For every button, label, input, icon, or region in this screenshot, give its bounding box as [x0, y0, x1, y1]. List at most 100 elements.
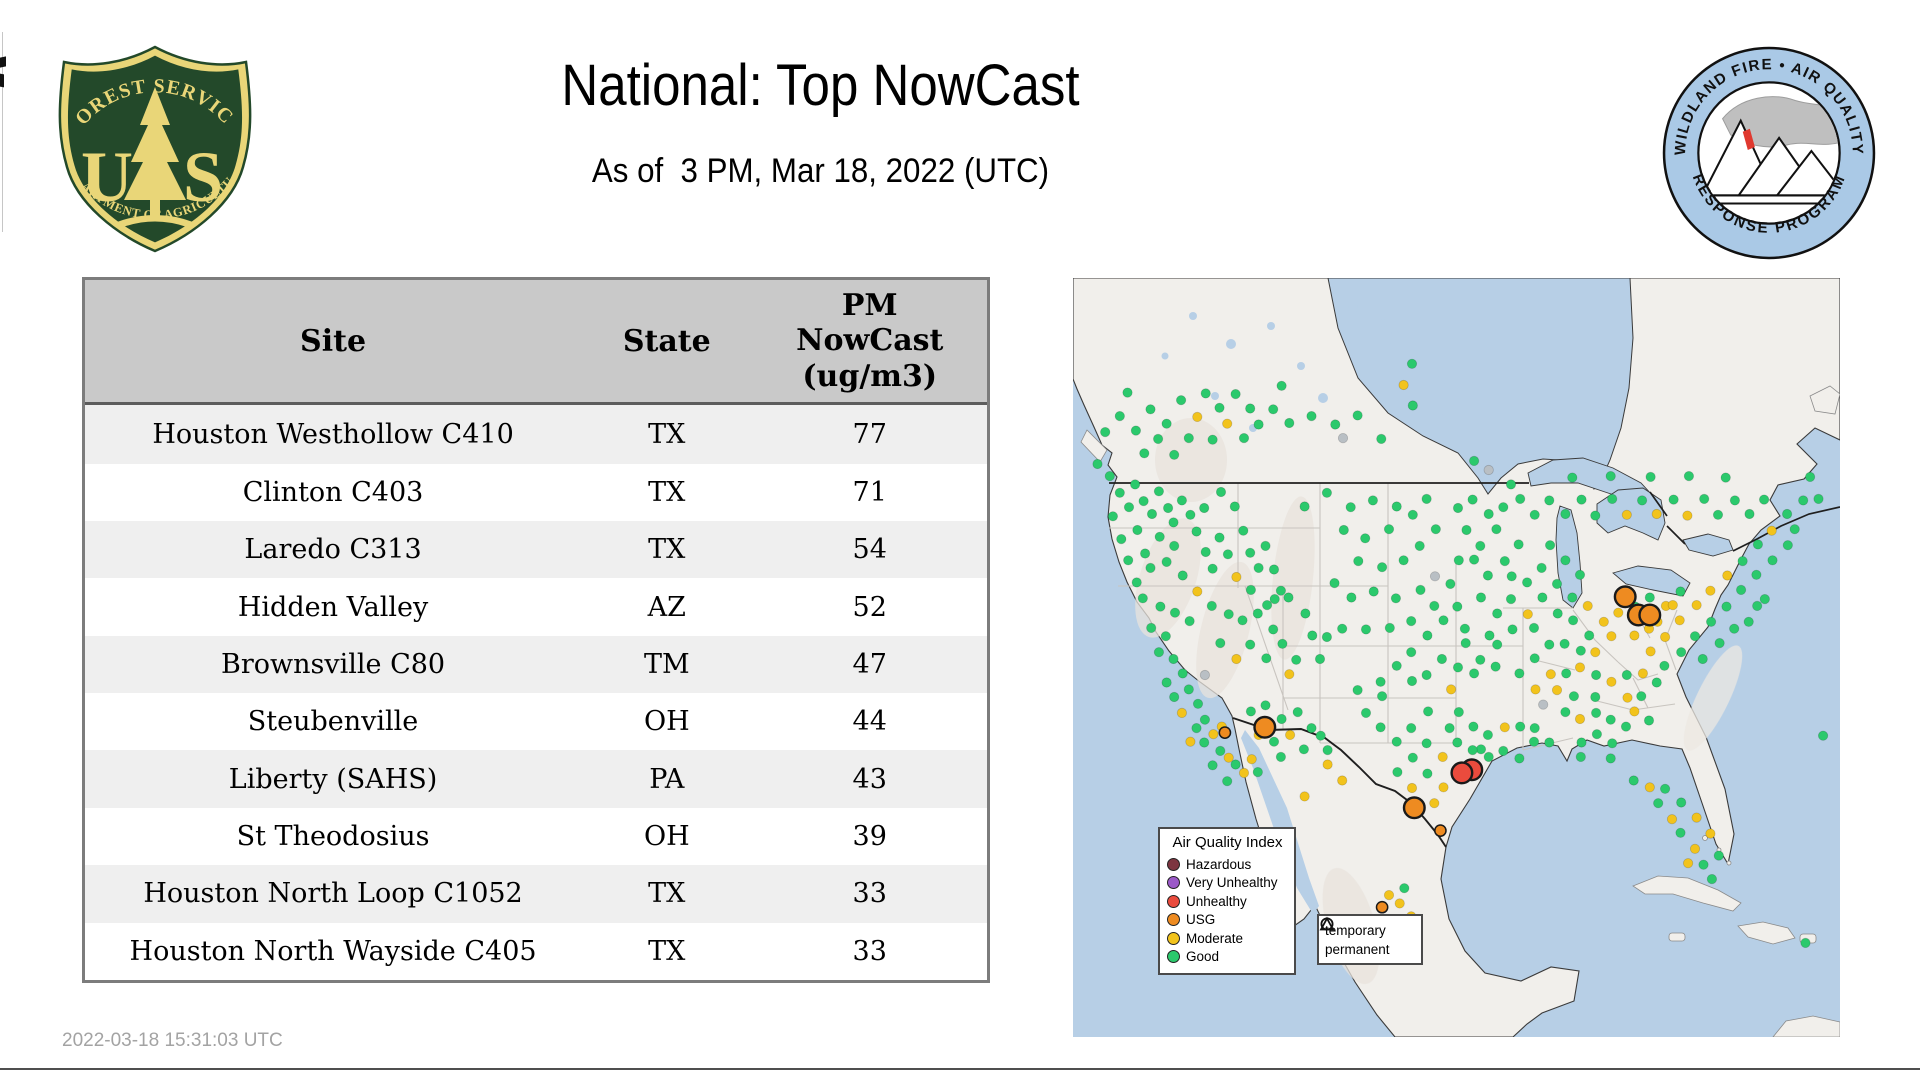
monitor-dot: [1352, 410, 1363, 421]
legend-item-label: USG: [1186, 912, 1216, 928]
monitor-dot: [1215, 745, 1226, 756]
bottom-window-border: [0, 1068, 1920, 1070]
monitor-dot: [1429, 571, 1441, 582]
monitor-dot: [1515, 493, 1526, 504]
monitor-dot: [1667, 599, 1678, 611]
legend-item-label: Good: [1186, 949, 1220, 965]
monitor-dot: [1222, 776, 1233, 787]
national-borders: [1109, 482, 1840, 848]
state-cell: TX: [581, 922, 753, 980]
legend-color-dot: [1167, 876, 1180, 890]
top-site-marker: [1253, 715, 1277, 739]
monitor-dot: [1621, 509, 1632, 520]
monitor-dot: [1607, 738, 1618, 749]
monitor-dot: [1675, 586, 1686, 597]
wfaqrp-logo: WILDLAND FIRE • AIR QUALITY RESPONSE PRO…: [1662, 46, 1876, 260]
monitor-dot: [1104, 471, 1115, 482]
monitor-dot: [1223, 609, 1234, 620]
monitor-dot: [1398, 379, 1409, 391]
monitor-dot: [1605, 753, 1616, 764]
monitor-dot: [1444, 722, 1455, 734]
monitor-dot: [1238, 525, 1249, 536]
hudson-bay: [1327, 278, 1634, 495]
monitor-dot: [1567, 615, 1579, 626]
monitor-dot: [1505, 479, 1517, 490]
monitor-dot: [1445, 684, 1457, 695]
monitor-dot: [1429, 798, 1440, 809]
monitor-dot: [1766, 525, 1777, 536]
monitor-dot: [1268, 404, 1279, 415]
monitor-dot: [1132, 524, 1143, 536]
type-row-temporary: temporary: [1320, 917, 1417, 940]
monitor-dot: [1406, 615, 1417, 627]
monitor-dot: [1237, 615, 1248, 626]
monitor-dot: [1191, 722, 1202, 734]
monitor-dot: [1629, 706, 1640, 717]
monitor-dot: [1392, 766, 1403, 778]
monitor-dot: [1383, 524, 1395, 535]
monitor-dot: [1759, 593, 1770, 605]
monitor-dot: [1245, 706, 1256, 717]
monitor-dot: [1275, 585, 1286, 596]
monitor-dot: [1238, 433, 1250, 444]
monitor-dot: [1582, 600, 1593, 611]
monitor-dot: [1406, 647, 1417, 658]
monitor-dot: [1199, 714, 1210, 725]
monitor-dot: [1468, 721, 1479, 732]
monitor-dot: [1391, 736, 1402, 747]
monitor-dot: [1507, 624, 1518, 635]
monitor-dot: [1100, 427, 1111, 438]
monitor-dot: [1092, 458, 1103, 470]
monitor-dot: [1560, 555, 1571, 566]
monitor-dot: [1605, 471, 1616, 482]
monitor-dot: [1590, 647, 1601, 658]
monitor-dot: [1506, 571, 1517, 582]
monitor-dot: [1155, 601, 1166, 612]
monitor-dot: [1482, 570, 1493, 581]
monitor-dot: [1499, 722, 1510, 733]
pm-header-line2: NowCast: [796, 323, 944, 359]
monitor-dot: [1275, 751, 1286, 762]
monitor-dot: [1138, 496, 1149, 507]
monitor-dot: [1605, 714, 1616, 725]
monitor-dot: [1153, 433, 1164, 444]
monitor-dot: [1253, 562, 1264, 573]
site-cell: Houston Westhollow C410: [85, 403, 582, 464]
state-cell: TX: [581, 865, 753, 923]
monitor-dot: [1429, 600, 1440, 611]
monitor-dot: [1421, 738, 1432, 749]
monitor-dot: [1782, 540, 1793, 551]
monitor-dot: [1498, 745, 1509, 756]
monitor-type-legend: temporary permanent: [1317, 914, 1423, 965]
monitor-dot: [1813, 493, 1824, 504]
monitor-dot: [1804, 471, 1816, 482]
monitor-dot: [1452, 662, 1464, 673]
monitor-dot: [1460, 637, 1471, 649]
monitor-dot: [1414, 540, 1425, 551]
monitor-dot: [1590, 691, 1601, 703]
monitor-dot: [1199, 502, 1210, 514]
monitor-dot: [1675, 827, 1686, 838]
monitor-dot: [1321, 631, 1332, 643]
monitor-dot: [1475, 592, 1487, 603]
monitor-dot: [1483, 464, 1494, 476]
monitor-dot: [1666, 814, 1678, 825]
monitor-dot: [1229, 501, 1240, 512]
monitor-dot: [1483, 508, 1494, 520]
pm-header-line1: PM: [841, 287, 898, 323]
monitor-dot: [1721, 601, 1732, 612]
monitor-dot: [1505, 593, 1517, 605]
monitor-dot: [1691, 599, 1702, 611]
monitor-dot: [1140, 548, 1151, 559]
monitor-dot: [1200, 546, 1211, 558]
monitor-dot: [1163, 502, 1174, 514]
monitor-dot: [1268, 564, 1280, 575]
value-cell: 33: [752, 922, 987, 980]
monitor-dot: [1185, 736, 1196, 747]
monitor-dot: [1176, 495, 1188, 506]
monitor-dot: [1567, 592, 1578, 603]
monitor-dot: [1622, 692, 1633, 703]
islands: [1080, 385, 1840, 1037]
value-cell: 43: [752, 750, 987, 808]
monitor-dot: [1191, 526, 1202, 537]
